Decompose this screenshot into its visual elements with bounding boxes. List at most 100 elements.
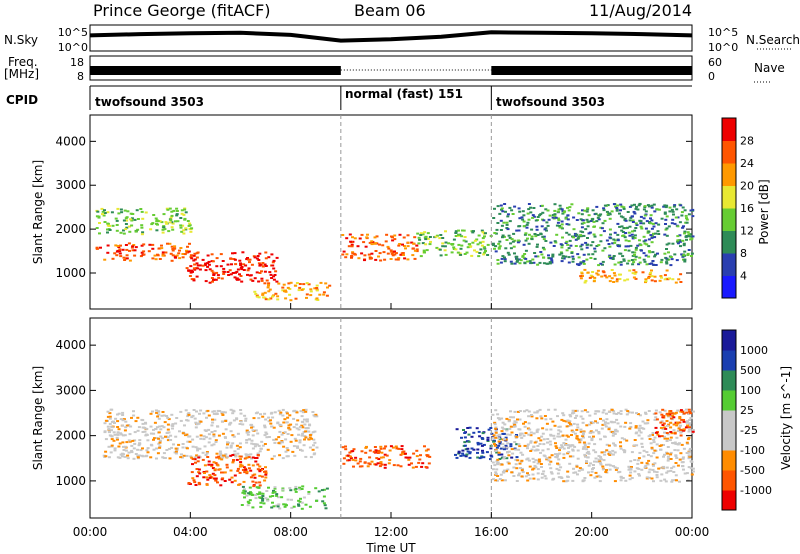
velocity-cluster5-cell bbox=[556, 453, 560, 456]
power-cluster5-cell bbox=[483, 247, 487, 250]
velocity-cluster4-cell bbox=[463, 436, 467, 439]
velocity-cluster0-cell bbox=[303, 423, 307, 426]
velocity-cluster5-cell bbox=[582, 436, 585, 439]
velocity-cluster5-cell bbox=[545, 458, 549, 461]
power-cluster4-cell bbox=[363, 259, 366, 262]
velocity-cluster5-cell bbox=[653, 436, 657, 439]
velocity-cluster0-cell bbox=[141, 426, 145, 429]
power-cluster6-cell bbox=[560, 252, 564, 255]
velocity-cluster0-cell bbox=[231, 412, 235, 415]
velocity-cluster2-cell bbox=[298, 486, 302, 489]
power-cluster2-cell bbox=[233, 252, 237, 255]
velocity-cluster5-cell bbox=[626, 410, 630, 413]
velocity-cluster0-cell bbox=[186, 440, 190, 443]
velocity-cluster0-cell bbox=[194, 446, 198, 449]
velocity-cluster5-cell bbox=[546, 438, 550, 440]
power-cluster6-cell bbox=[527, 218, 531, 221]
velocity-cluster5-cell bbox=[507, 454, 511, 457]
power-cluster6-cell bbox=[561, 255, 565, 258]
velocity-cluster0-cell bbox=[276, 422, 280, 425]
velocity-cluster5-cell bbox=[613, 443, 617, 446]
velocity-cluster5-cell bbox=[678, 416, 682, 418]
velocity-cluster5-cell bbox=[615, 413, 619, 415]
velocity-cluster0-cell bbox=[204, 436, 208, 439]
power-cluster7-cell bbox=[632, 269, 636, 272]
velocity-cluster5-cell bbox=[501, 421, 505, 424]
power-cluster6-cell bbox=[623, 236, 627, 239]
velocity-cluster1-cell bbox=[231, 461, 235, 464]
velocity-cluster5-cell bbox=[638, 414, 642, 417]
power-cluster6-cell bbox=[534, 219, 538, 222]
power-cluster1-cell bbox=[124, 223, 128, 225]
velocity-cluster0-cell bbox=[179, 419, 183, 422]
power-cluster6-cell bbox=[639, 225, 643, 228]
velocity-cluster1-cell bbox=[244, 468, 248, 471]
velocity-cluster0-cell bbox=[284, 438, 288, 441]
power-cluster1-cell bbox=[122, 219, 126, 222]
power-cluster0-cell bbox=[166, 242, 169, 245]
power-cluster1-cell bbox=[164, 221, 168, 224]
power-cluster7-cell bbox=[650, 275, 654, 278]
power-cluster5-cell bbox=[462, 229, 466, 232]
power-cluster2-cell bbox=[229, 257, 233, 260]
power-cluster0-cell bbox=[174, 256, 178, 259]
velocity-cluster3-cell bbox=[374, 449, 378, 452]
power-cluster3-cell bbox=[288, 293, 292, 296]
velocity-cluster0-cell bbox=[122, 449, 126, 451]
power-cluster6-cell bbox=[615, 208, 619, 211]
power-cluster6-cell bbox=[535, 225, 539, 228]
velocity-cluster2-cell bbox=[290, 498, 293, 501]
velocity-cluster1-cell bbox=[249, 469, 253, 472]
velocity-cluster0-cell bbox=[157, 437, 161, 440]
velocity-cluster5-cell bbox=[629, 460, 633, 463]
power-cluster6-cell bbox=[598, 214, 602, 217]
velocity-cluster1-cell bbox=[211, 467, 215, 470]
velocity-cluster0-cell bbox=[121, 414, 125, 416]
velocity-cluster0-cell bbox=[280, 441, 284, 444]
velocity-cluster0-cell bbox=[158, 446, 162, 449]
power-cluster6-cell bbox=[633, 212, 637, 215]
power-cluster2-cell bbox=[249, 278, 253, 281]
velocity-cluster0-cell bbox=[245, 429, 249, 432]
power-cluster3-cell bbox=[293, 284, 297, 287]
velocity-cluster0-cell bbox=[293, 437, 297, 440]
velocity-colorbar-swatch-3 bbox=[722, 430, 736, 451]
velocity-cluster0-cell bbox=[181, 432, 185, 435]
power-cluster6-cell bbox=[628, 225, 632, 228]
velocity-cluster5-cell bbox=[526, 443, 530, 446]
velocity-cluster5-cell bbox=[625, 439, 629, 442]
velocity-cluster0-cell bbox=[304, 455, 308, 458]
power-cluster7-cell bbox=[583, 281, 587, 284]
velocity-colorbar-swatch-6 bbox=[722, 370, 736, 391]
velocity-cluster1-cell bbox=[207, 460, 211, 463]
velocity-cluster5-cell bbox=[663, 435, 666, 438]
velocity-cluster2-cell bbox=[300, 501, 304, 504]
velocity-cluster5-cell bbox=[552, 477, 556, 480]
power-cluster6-cell bbox=[521, 210, 525, 213]
velocity-cluster0-cell bbox=[195, 410, 198, 413]
velocity-cluster5-cell bbox=[542, 454, 546, 457]
power-cluster6-cell bbox=[510, 238, 514, 241]
velocity-cluster0-cell bbox=[239, 412, 243, 415]
velocity-cluster0-cell bbox=[139, 449, 143, 452]
power-cluster6-cell bbox=[529, 211, 533, 214]
velocity-cluster5-cell bbox=[548, 456, 552, 459]
velocity-cluster5-cell bbox=[564, 438, 568, 441]
velocity-cluster5-cell bbox=[575, 428, 579, 431]
velocity-cluster0-cell bbox=[127, 439, 131, 442]
power-cluster2-cell bbox=[270, 277, 274, 279]
velocity-cluster1-cell bbox=[258, 465, 262, 468]
velocity-cluster5-cell bbox=[647, 410, 651, 412]
power-cluster1-cell bbox=[158, 220, 162, 223]
velocity-cluster0-cell bbox=[250, 442, 254, 445]
power-cluster0-cell bbox=[128, 249, 131, 252]
velocity-cluster0-cell bbox=[236, 447, 240, 450]
power-cluster6-cell bbox=[557, 219, 561, 222]
station-title: Prince George (fitACF) bbox=[93, 1, 271, 20]
power-cluster3-cell bbox=[315, 284, 319, 287]
power-cluster6-cell bbox=[650, 236, 654, 239]
velocity-cluster3-cell bbox=[383, 463, 387, 466]
velocity-cluster5-cell bbox=[518, 462, 522, 465]
velocity-cluster2-cell bbox=[285, 504, 288, 507]
velocity-cluster0-cell bbox=[260, 440, 264, 443]
